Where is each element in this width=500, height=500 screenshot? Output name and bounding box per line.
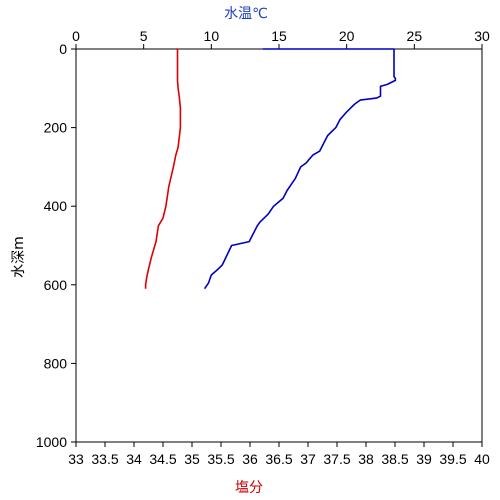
- bottom-tick-label: 35: [184, 451, 200, 467]
- bottom-tick-label: 34.5: [149, 451, 176, 467]
- top-tick-label: 20: [339, 28, 355, 44]
- y-tick-label: 1000: [36, 434, 67, 450]
- y-axis-ticks: 0 200 400 600 800 1000: [36, 41, 76, 450]
- plot-frame: [75, 48, 483, 443]
- bottom-tick-label: 33: [68, 451, 84, 467]
- bottom-tick-label: 39: [416, 451, 432, 467]
- bottom-tick-label: 39.5: [439, 451, 466, 467]
- top-tick-label: 25: [407, 28, 423, 44]
- bottom-tick-label: 33.5: [91, 451, 118, 467]
- bottom-tick-label: 36: [242, 451, 258, 467]
- y-axis-title: 水深m: [11, 236, 27, 278]
- top-tick-label: 5: [140, 28, 148, 44]
- top-axis-ticks: 0 5 10 15 20 25 30: [72, 28, 490, 49]
- y-tick-label: 400: [44, 198, 68, 214]
- bottom-tick-label: 38.5: [381, 451, 408, 467]
- top-tick-label: 0: [72, 28, 80, 44]
- y-tick-label: 0: [59, 41, 67, 57]
- temperature-profile-line: [203, 48, 397, 290]
- bottom-tick-label: 34: [126, 451, 142, 467]
- top-tick-label: 15: [271, 28, 287, 44]
- bottom-tick-label: 36.5: [265, 451, 292, 467]
- bottom-tick-label: 37.5: [323, 451, 350, 467]
- salinity-profile-line: [144, 48, 182, 289]
- bottom-tick-label: 40: [474, 451, 490, 467]
- y-tick-label: 800: [44, 355, 68, 371]
- bottom-axis-title: 塩分: [235, 480, 263, 496]
- top-tick-label: 30: [474, 28, 490, 44]
- bottom-tick-label: 38: [358, 451, 374, 467]
- top-axis-title: 水温℃: [224, 6, 268, 22]
- bottom-tick-label: 35.5: [207, 451, 234, 467]
- bottom-tick-label: 37: [300, 451, 316, 467]
- y-tick-label: 200: [44, 120, 68, 136]
- top-tick-label: 10: [204, 28, 220, 44]
- y-tick-label: 600: [44, 277, 68, 293]
- bottom-axis-ticks: 33 33.5 34 34.5 35 35.5 36 36.5 37 37.5 38 38.5 39 39…: [68, 442, 490, 467]
- series-layer: [144, 48, 397, 290]
